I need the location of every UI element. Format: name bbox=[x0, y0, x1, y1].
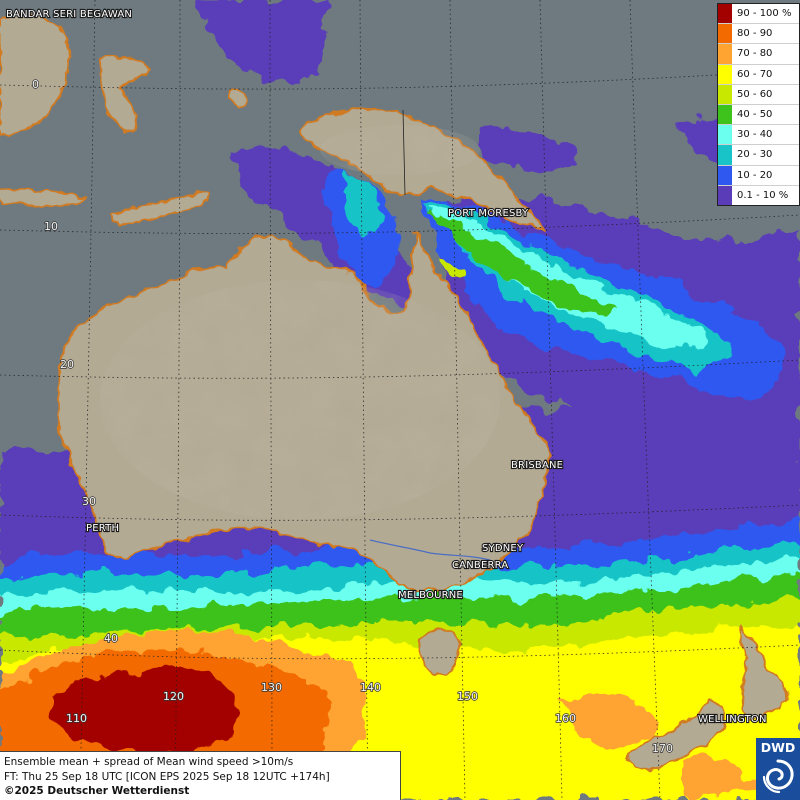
legend-label: 20 - 30 bbox=[737, 149, 773, 161]
legend-row: 50 - 60 bbox=[718, 84, 799, 105]
sulawesi bbox=[99, 55, 151, 133]
legend-row: 60 - 70 bbox=[718, 64, 799, 85]
legend-label: 90 - 100 % bbox=[737, 8, 792, 20]
new-zealand-north bbox=[738, 624, 788, 719]
lat-label: 10 bbox=[44, 220, 58, 233]
legend-row: 10 - 20 bbox=[718, 165, 799, 186]
lon-label: 140 bbox=[360, 681, 381, 694]
legend-swatch bbox=[718, 44, 732, 64]
lon-label: 150 bbox=[457, 690, 478, 703]
swirl-icon bbox=[762, 759, 794, 794]
legend-row: 40 - 50 bbox=[718, 104, 799, 126]
legend-row: 80 - 90 bbox=[718, 24, 799, 45]
longitude-labels: 110 120 130 140 150 160 170 bbox=[65, 680, 674, 756]
lat-label: 0 bbox=[32, 78, 39, 91]
city-label-sydney: SYDNEY bbox=[482, 543, 524, 554]
terrain-relief bbox=[100, 125, 500, 520]
caption-copyright: ©2025 Deutscher Wetterdienst bbox=[4, 785, 190, 797]
legend-label: 0.1 - 10 % bbox=[737, 189, 789, 201]
png-border bbox=[402, 109, 406, 196]
legend-label: 10 - 20 bbox=[737, 169, 773, 181]
lat-label: 20 bbox=[60, 358, 74, 371]
legend-label: 50 - 60 bbox=[737, 88, 773, 100]
city-label-bandar-seri-begawan: BANDAR SERI BEGAWAN bbox=[6, 9, 132, 20]
city-label-melbourne: MELBOURNE bbox=[398, 590, 463, 601]
lon-label: 170 bbox=[652, 742, 673, 755]
lon-label: 130 bbox=[261, 681, 282, 694]
legend-label: 70 - 80 bbox=[737, 48, 773, 60]
legend-row: 0.1 - 10 % bbox=[718, 185, 799, 205]
legend-swatch bbox=[718, 4, 732, 24]
timor bbox=[109, 190, 211, 226]
city-label-brisbane: BRISBANE bbox=[511, 460, 563, 471]
legend-swatch bbox=[718, 64, 732, 84]
legend-swatch bbox=[718, 104, 732, 125]
caption-forecast-time: FT: Thu 25 Sep 18 UTC [ICON EPS 2025 Sep… bbox=[4, 770, 330, 783]
lon-label: 160 bbox=[555, 712, 576, 725]
legend-label: 80 - 90 bbox=[737, 28, 773, 40]
legend-swatch bbox=[718, 24, 732, 44]
legend-swatch bbox=[718, 125, 732, 145]
legend-row: 30 - 40 bbox=[718, 125, 799, 146]
city-label-perth: PERTH bbox=[86, 523, 119, 534]
dwd-logo: DWD bbox=[756, 738, 800, 800]
legend: 90 - 100 % 80 - 90 70 - 80 60 - 70 50 - 60 40… bbox=[717, 3, 800, 206]
city-label-canberra: CANBERRA bbox=[452, 560, 508, 571]
legend-label: 60 - 70 bbox=[737, 68, 773, 80]
maluku bbox=[229, 89, 247, 108]
legend-swatch bbox=[718, 145, 732, 165]
new-zealand-south bbox=[626, 699, 727, 772]
lon-label: 120 bbox=[163, 690, 184, 703]
murray-river bbox=[369, 539, 491, 561]
dwd-logo-text: DWD bbox=[760, 740, 796, 755]
lat-label: 40 bbox=[104, 632, 118, 645]
java bbox=[0, 188, 86, 208]
legend-label: 30 - 40 bbox=[737, 129, 773, 141]
city-label-port-moresby: PORT MORESBY bbox=[448, 208, 529, 219]
legend-swatch bbox=[718, 165, 732, 185]
lon-label: 110 bbox=[66, 712, 87, 725]
latitude-labels: 0 10 20 30 40 bbox=[31, 77, 119, 646]
band-90-100 bbox=[49, 667, 241, 753]
lat-label: 30 bbox=[82, 495, 96, 508]
legend-row: 90 - 100 % bbox=[718, 4, 799, 25]
legend-label: 40 - 50 bbox=[737, 109, 773, 121]
legend-swatch bbox=[718, 84, 732, 104]
tasmania bbox=[419, 628, 460, 677]
city-labels: BANDAR SERI BEGAWAN PORT MORESBY BRISBAN… bbox=[5, 8, 768, 726]
caption-box: Ensemble mean + spread of Mean wind spee… bbox=[0, 751, 401, 800]
city-label-wellington: WELLINGTON bbox=[698, 714, 767, 725]
borneo bbox=[0, 14, 70, 136]
caption-title: Ensemble mean + spread of Mean wind spee… bbox=[4, 756, 294, 768]
legend-row: 70 - 80 bbox=[718, 44, 799, 65]
legend-row: 20 - 30 bbox=[718, 145, 799, 166]
legend-swatch bbox=[718, 185, 732, 205]
